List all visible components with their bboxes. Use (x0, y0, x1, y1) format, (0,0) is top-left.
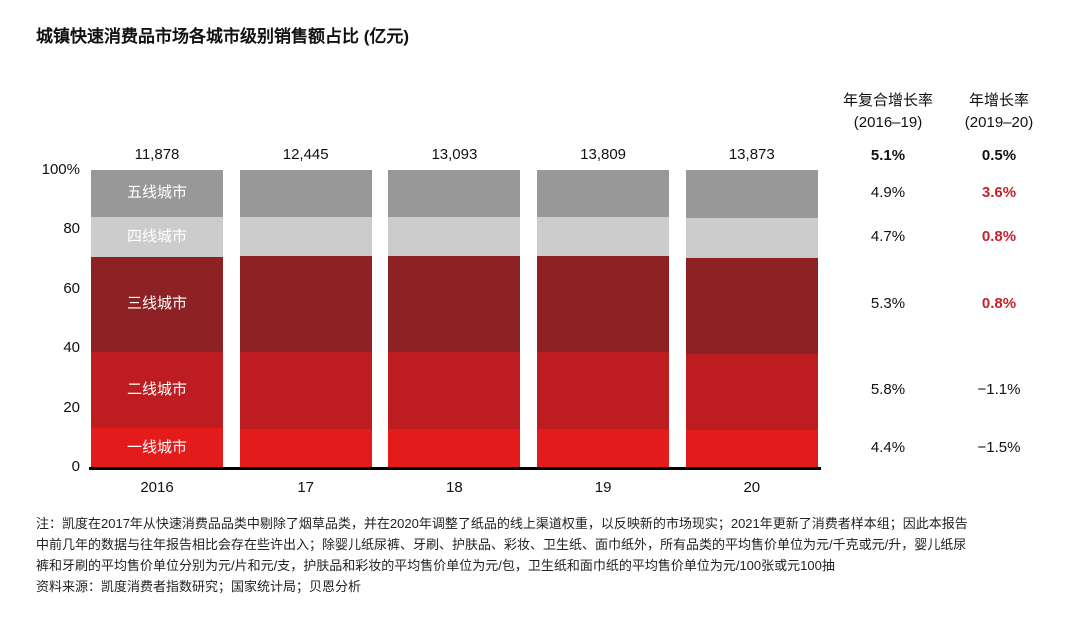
bar-segment (239, 216, 372, 257)
cagr-value: 4.9% (870, 184, 906, 202)
bar-segment (388, 216, 521, 257)
bar-total-label: 12,445 (282, 146, 329, 163)
cagr-value: 4.4% (870, 438, 906, 456)
cagr-total-value: 5.1% (870, 147, 906, 164)
bar-segment (91, 216, 223, 257)
bar-total-label: 11,878 (134, 146, 180, 163)
yoy-header-label: 年增长率 (968, 92, 1029, 109)
cagr-value: 5.8% (870, 381, 906, 399)
bar-segment (537, 170, 670, 217)
bar-segment (685, 170, 818, 219)
x-axis-label: 19 (594, 479, 612, 496)
yoy-value: 0.8% (981, 227, 1017, 245)
bar-segment (239, 170, 372, 217)
bar-segment (537, 216, 670, 257)
footnote-block: 注：凯度在2017年从快速消费品品类中剔除了烟草品类，并在2020年调整了纸品的… (36, 513, 1066, 597)
bar-total-label: 13,809 (580, 146, 627, 163)
bar-segment (685, 353, 818, 430)
bar-segment (537, 428, 670, 467)
x-axis-line (89, 467, 821, 470)
yoy-header-range: (2019–20) (964, 114, 1034, 131)
footnote-line: 中前几年的数据与往年报告相比会存在些许出入；除婴儿纸尿裤、牙刷、护肤品、彩妆、卫… (36, 537, 967, 552)
y-axis-tick-label: 100% (41, 161, 80, 178)
x-axis-label: 17 (297, 479, 315, 496)
bar-segment (91, 428, 223, 467)
bar-total-label: 13,873 (728, 146, 775, 163)
bar-segment (388, 170, 521, 217)
legend-label-2: 三线城市 (126, 295, 187, 313)
bar-segment (685, 218, 818, 258)
bar-segment (239, 256, 372, 352)
bar-total-label: 13,093 (431, 146, 478, 163)
cagr-header-label: 年复合增长率 (842, 92, 933, 109)
cagr-header-range: (2016–19) (853, 114, 923, 131)
bar-segment (91, 170, 223, 217)
cagr-column-header: 年复合增长率 (2016–19) (808, 90, 968, 136)
footnote-line: 注：凯度在2017年从快速消费品品类中剔除了烟草品类，并在2020年调整了纸品的… (36, 516, 968, 531)
legend-label-4: 五线城市 (126, 184, 187, 202)
yoy-value: −1.5% (977, 438, 1021, 456)
x-axis-label: 18 (446, 479, 463, 496)
yoy-value: −1.1% (977, 381, 1021, 399)
y-axis-tick-label: 0 (71, 458, 80, 475)
yoy-total-value: 0.5% (981, 147, 1017, 164)
bar-segment (239, 428, 372, 467)
legend-label-3: 四线城市 (126, 227, 187, 245)
legend-label-1: 二线城市 (126, 381, 187, 399)
source-line: 资料来源：凯度消费者指数研究；国家统计局；贝恩分析 (36, 579, 362, 594)
bar-segment (537, 352, 670, 429)
y-axis-tick-label: 60 (63, 279, 80, 297)
x-axis-label: 20 (743, 479, 761, 496)
yoy-column-header: 年增长率 (2019–20) (929, 90, 1069, 136)
legend-label-0: 一线城市 (126, 438, 187, 456)
cagr-value: 4.7% (870, 227, 906, 245)
bar-segment (685, 429, 818, 467)
bar-segment (91, 351, 223, 429)
yoy-value: 3.6% (981, 184, 1017, 202)
bar-segment (388, 256, 521, 353)
bar-segment (685, 257, 818, 354)
y-axis-tick-label: 20 (63, 398, 80, 416)
chart-title: 城镇快速消费品市场各城市级别销售额占比 (亿元) (36, 27, 410, 46)
y-axis-tick-label: 40 (63, 339, 80, 357)
cagr-value: 5.3% (870, 295, 906, 313)
bar-segment (537, 256, 670, 353)
bar-segment (91, 256, 223, 352)
y-axis-tick-label: 80 (63, 220, 80, 238)
footnote-line: 裤和牙刷的平均售价单位分别为元/片和元/支，护肤品和彩妆的平均售价单位为元/包，… (36, 558, 835, 573)
bar-segment (388, 428, 521, 467)
yoy-value: 0.8% (981, 295, 1017, 313)
bar-segment (388, 352, 521, 429)
bar-segment (239, 351, 372, 429)
x-axis-label: 2016 (140, 479, 174, 496)
